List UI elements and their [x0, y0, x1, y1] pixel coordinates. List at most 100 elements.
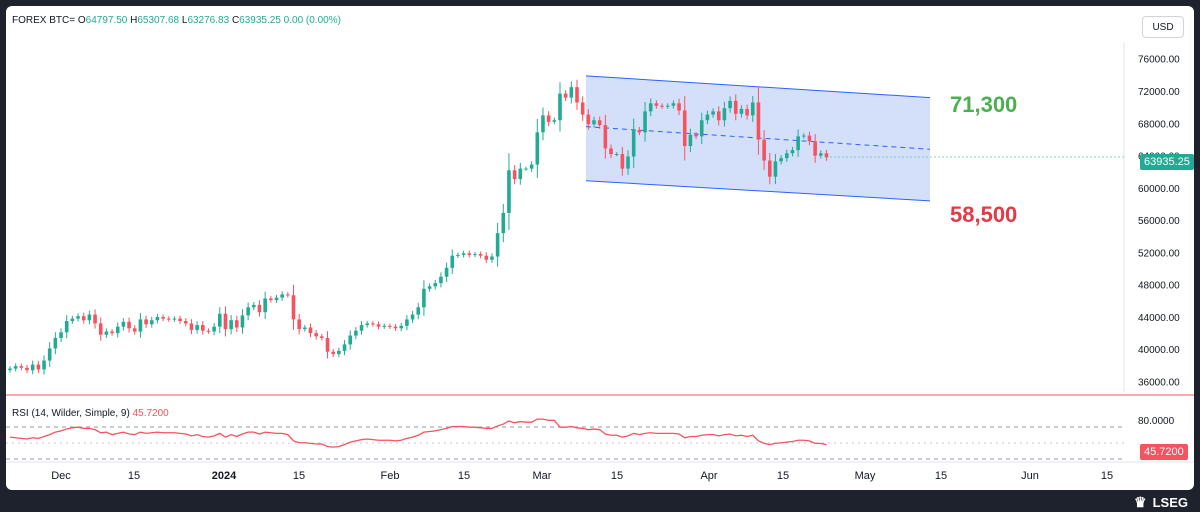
candle-body [121, 321, 126, 327]
candle-body [291, 295, 296, 320]
candle-body [127, 321, 131, 329]
candle-body [722, 108, 727, 121]
candle-body [580, 102, 585, 115]
date-axis-tick: 15 [611, 470, 623, 482]
candle-body [393, 326, 398, 329]
candle-body [524, 168, 528, 170]
candle-body [552, 120, 557, 122]
candle-body [320, 336, 324, 338]
open-label: O [77, 15, 86, 26]
candle-body [739, 108, 744, 114]
currency-button[interactable]: USD [1142, 16, 1184, 38]
candle-body [223, 313, 228, 330]
candle-body [217, 313, 222, 327]
rsi-line [9, 418, 827, 448]
low-value: 63276.83 [187, 15, 230, 26]
date-axis-tick: Feb [381, 470, 400, 482]
candle-body [161, 317, 165, 319]
candle-body [802, 135, 806, 137]
candle-body [93, 314, 97, 324]
candle-body [235, 320, 239, 328]
date-axis-tick: 15 [458, 470, 470, 482]
price-axis: 36000.00 40000.00 44000.00 48000.00 52000.00… [1138, 55, 1180, 389]
candle-body [410, 314, 415, 320]
candle-body [172, 318, 177, 320]
candle-body [98, 323, 103, 335]
candle-body [563, 93, 568, 98]
date-axis-tick: 15 [1101, 470, 1113, 482]
candle-body [365, 323, 370, 326]
candle-body [70, 318, 75, 322]
candle-body [19, 366, 24, 368]
candle-body [371, 323, 375, 325]
candle-body [308, 327, 313, 334]
candle-body [796, 136, 800, 151]
price-axis-tick: 76000.00 [1138, 55, 1180, 66]
candle-body [348, 335, 352, 345]
candle-body [433, 283, 438, 287]
candle-body [286, 294, 290, 296]
candle-body [388, 325, 392, 327]
date-axis-tick: Mar [533, 470, 552, 482]
candle-body [110, 331, 114, 334]
candle-body [569, 87, 574, 98]
candle-body [212, 326, 216, 332]
candle-body [592, 120, 596, 125]
candle-body [813, 141, 817, 156]
high-value: 65307.68 [137, 15, 180, 26]
price-axis-tick: 44000.00 [1138, 313, 1180, 324]
candle-body [490, 256, 494, 260]
high-label: H [130, 15, 138, 26]
candle-body [229, 320, 233, 330]
candle-body [297, 319, 301, 330]
open-value: 64797.50 [85, 15, 128, 26]
candle-body [314, 333, 318, 337]
candle-body [399, 325, 404, 329]
candle-body [240, 315, 245, 328]
candle-body [269, 298, 273, 301]
date-axis-tick: 15 [293, 470, 305, 482]
upper-level-annotation: 71,300 [950, 92, 1018, 117]
candle-body [416, 307, 421, 315]
candle-body [745, 108, 749, 116]
candle-body [733, 100, 738, 114]
price-channel-upper-line [585, 75, 931, 99]
candle-body [115, 326, 120, 334]
symbol-header: FOREX BTC= O64797.50 H65307.68 L63276.83… [12, 15, 341, 26]
rsi-title[interactable]: RSI (14, Wilder, Simple, 9) [12, 408, 130, 419]
bottom-bar: ♛ LSEG [0, 490, 1200, 512]
candle-body [53, 337, 58, 349]
candle-body [354, 330, 358, 336]
date-axis-tick: Apr [700, 470, 717, 482]
price-axis-tick: 52000.00 [1138, 248, 1180, 259]
candle-body [694, 134, 698, 137]
candle-body [750, 102, 755, 116]
candle-body [376, 324, 381, 327]
candle-body [166, 318, 171, 320]
candle-body [688, 134, 693, 147]
candle-body [382, 325, 387, 327]
candle-body [807, 135, 812, 142]
candle-body [631, 129, 636, 157]
close-value: 63935.25 [239, 15, 281, 26]
candle-body [484, 255, 489, 260]
candle-body [699, 120, 704, 137]
candle-body [784, 153, 789, 159]
candle-body [280, 294, 284, 298]
candle-body [138, 319, 143, 332]
candle-body [36, 364, 41, 370]
candle-body [473, 254, 477, 256]
candle-body [405, 319, 409, 326]
symbol-name[interactable]: FOREX BTC= [12, 15, 76, 26]
candle-body [64, 321, 69, 333]
rsi-axis-tick: 80.0000 [1138, 416, 1175, 427]
candle-body [263, 298, 267, 313]
candle-body [42, 360, 46, 370]
candle-body [189, 323, 194, 330]
candle-body [512, 170, 517, 180]
candle-body [359, 325, 364, 331]
candle-body [773, 161, 778, 177]
candle-body [762, 139, 766, 161]
rsi-value-tag: 45.7200 [1140, 444, 1188, 460]
candle-body [439, 276, 443, 284]
